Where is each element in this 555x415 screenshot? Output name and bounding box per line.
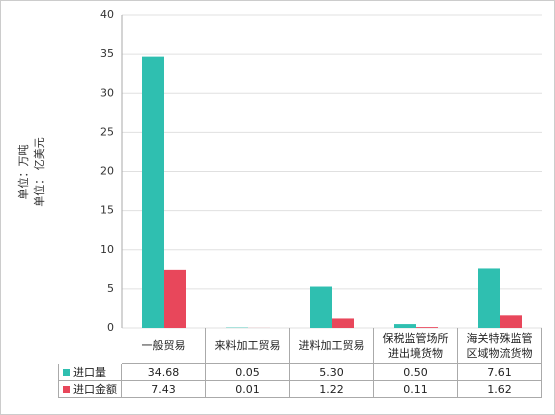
table-value: 34.68 [122,364,206,381]
category-label: 来料加工贸易 [206,328,290,364]
bar [142,56,164,329]
bar [416,327,438,328]
table-value: 5.30 [290,364,374,381]
y-tick-label: 15 [100,204,114,217]
category-label: 进料加工贸易 [290,328,374,364]
y-tick-label: 40 [100,8,114,21]
y-tick-label: 25 [100,125,114,138]
legend-item: 进口量 [58,364,122,381]
y-tick-label: 30 [100,86,114,99]
bar [500,315,522,328]
table-value: 0.05 [206,364,290,381]
table-value: 1.62 [458,381,542,398]
bar [394,324,416,328]
table-value: 1.22 [290,381,374,398]
y-tick-label: 10 [100,243,114,256]
table-value: 0.11 [374,381,458,398]
legend-swatch [63,368,70,376]
legend-label: 进口量 [73,365,106,379]
legend-label: 进口金额 [73,382,117,396]
legend-swatch [63,385,70,393]
y-axis-label: 单位：万吨 [16,145,30,200]
bar [478,268,500,328]
legend-item: 进口金额 [58,381,122,398]
bar [310,286,332,328]
table-value: 7.61 [458,364,542,381]
table-value: 0.50 [374,364,458,381]
table-value: 7.43 [122,381,206,398]
y-tick-label: 20 [100,165,114,178]
y-tick-label: 0 [107,321,114,334]
category-label: 海关特殊监管 区域物流货物 [458,328,542,364]
bar [164,269,186,328]
y-tick-label: 5 [107,282,114,295]
category-label: 一般贸易 [122,328,206,364]
y-axis-label: 单位： 亿美元 [32,137,46,207]
bar [332,318,354,328]
category-label: 保税监管场所 进出境货物 [374,328,458,364]
y-tick-label: 35 [100,47,114,60]
table-value: 0.01 [206,381,290,398]
